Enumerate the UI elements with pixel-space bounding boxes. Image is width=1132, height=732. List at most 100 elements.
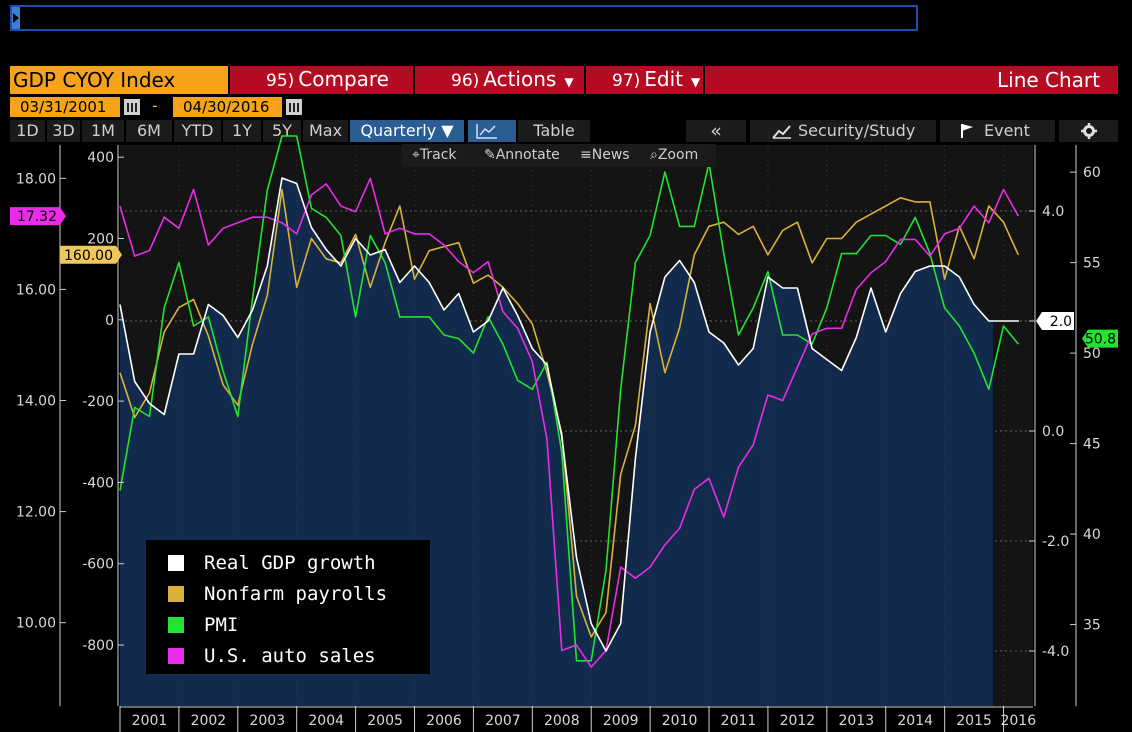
x-tick-label: 2005 — [367, 713, 403, 729]
y-tick-label: 400 — [87, 150, 114, 166]
line-chart-button[interactable] — [468, 120, 516, 142]
last-value-tag-text: 50.8 — [1085, 332, 1116, 348]
x-tick-label: 2010 — [662, 713, 698, 729]
last-value-tag-text: 160.00 — [64, 248, 113, 264]
period-max-button[interactable]: Max — [303, 120, 348, 142]
actions-menu-label: Actions — [483, 67, 557, 91]
last-value-tag: 50.8 — [1082, 329, 1118, 348]
series-line-pmi — [119, 135, 1019, 662]
calendar-icon[interactable] — [286, 99, 302, 115]
flag-icon — [961, 124, 973, 138]
security-study-button[interactable]: Security/Study — [750, 120, 936, 142]
x-tick-label: 2002 — [191, 713, 227, 729]
last-value-tag-bg — [10, 207, 66, 226]
title-separator — [584, 66, 586, 94]
legend-swatch — [168, 586, 184, 602]
date-separator: - — [152, 96, 158, 115]
back-icon[interactable]: « — [686, 120, 746, 142]
track-button[interactable]: ⌖ Track — [412, 144, 457, 167]
x-tick-label: 2006 — [426, 713, 462, 729]
calendar-icon[interactable] — [124, 99, 140, 115]
edit-menu-number: 97) — [612, 71, 641, 91]
y-tick-label: -2.0 — [1042, 534, 1069, 550]
last-value-tag-bg — [1036, 312, 1074, 330]
legend-swatch — [168, 555, 184, 571]
period-ytd-button[interactable]: YTD — [174, 120, 221, 142]
chevron-down-icon: ▼ — [564, 75, 574, 89]
x-tick-label: 2013 — [838, 713, 874, 729]
x-tick-label: 2016 — [1000, 713, 1036, 729]
x-tick-label: 2012 — [780, 713, 816, 729]
y-tick-label: 60 — [1083, 165, 1101, 181]
ticker-label[interactable]: GDP CYOY Index — [10, 66, 228, 94]
event-label: Event — [984, 121, 1030, 140]
last-value-tag-text: 2.0 — [1050, 314, 1072, 330]
y-tick-label: -200 — [82, 394, 114, 410]
news-button[interactable]: ≡ News — [580, 144, 630, 167]
toolbar: 1D 3D 1M 6M YTD 1Y 5Y Max Quarterly ▼ Ta… — [10, 120, 1118, 142]
zoom-button[interactable]: ⌕ Zoom — [650, 144, 698, 167]
y-tick-label: 12.00 — [16, 505, 56, 521]
y-tick-label: 35 — [1083, 618, 1101, 634]
line-chart-icon — [476, 124, 497, 139]
y-tick-label: -4.0 — [1042, 644, 1069, 660]
actions-menu-button[interactable]: 96) Actions ▼ — [451, 66, 574, 94]
legend-label: Real GDP growth — [204, 552, 376, 574]
period-1m-button[interactable]: 1M — [82, 120, 124, 142]
y-tick-label: 40 — [1083, 527, 1101, 543]
chart-legend: Real GDP growth Nonfarm payrolls PMI U.S… — [146, 540, 430, 674]
x-tick-label: 2008 — [544, 713, 580, 729]
legend-swatch — [168, 617, 184, 633]
y-tick-label: 4.0 — [1042, 204, 1064, 220]
x-tick-label: 2011 — [721, 713, 757, 729]
security-study-label: Security/Study — [798, 121, 916, 140]
series-line-u-s-auto-sales — [119, 177, 1019, 668]
y-tick-label: 45 — [1083, 437, 1101, 453]
end-date-field[interactable]: 04/30/2016 — [173, 97, 282, 117]
title-separator — [413, 66, 415, 94]
last-value-tag-bg — [60, 245, 122, 264]
compare-menu-button[interactable]: 95) Compare — [266, 66, 389, 94]
legend-label: U.S. auto sales — [204, 645, 376, 667]
last-value-tag-text: 17.32 — [17, 209, 57, 225]
event-button[interactable]: Event — [940, 120, 1055, 142]
legend-swatch — [168, 648, 184, 664]
x-tick-label: 2007 — [485, 713, 521, 729]
last-value-tag-bg — [1082, 329, 1118, 348]
news-label: News — [591, 147, 630, 163]
last-value-tag: 17.32 — [10, 207, 66, 226]
command-line-input[interactable] — [10, 5, 918, 31]
period-1d-button[interactable]: 1D — [10, 120, 45, 142]
annotate-button[interactable]: ✎ Annotate — [484, 144, 560, 167]
series-line-real-gdp-growth — [119, 177, 1020, 652]
period-6m-button[interactable]: 6M — [126, 120, 172, 142]
chart-tools-bar: ⌖ Track ✎ Annotate ≡ News ⌕ Zoom — [402, 144, 716, 167]
track-label: Track — [419, 147, 457, 163]
chevron-down-icon: ▼ — [691, 75, 701, 89]
study-chart-icon — [772, 125, 791, 139]
last-value-tag: 2.0 — [1036, 312, 1074, 330]
y-tick-label: 0.0 — [1042, 424, 1064, 440]
table-button[interactable]: Table — [518, 120, 590, 142]
frequency-dropdown[interactable]: Quarterly ▼ — [350, 120, 464, 142]
y-tick-label: 18.00 — [16, 171, 56, 187]
y-tick-label: 55 — [1083, 256, 1101, 272]
y-tick-label: 14.00 — [16, 394, 56, 410]
period-3d-button[interactable]: 3D — [47, 120, 80, 142]
y-tick-label: 50 — [1083, 346, 1101, 362]
y-tick-label: -600 — [82, 557, 114, 573]
title-separator — [703, 66, 705, 94]
period-1y-button[interactable]: 1Y — [223, 120, 261, 142]
title-separator — [228, 66, 230, 94]
start-date-field[interactable]: 03/31/2001 — [10, 97, 120, 117]
x-tick-label: 2014 — [897, 713, 933, 729]
settings-button[interactable] — [1059, 120, 1118, 142]
y-tick-label: 200 — [87, 232, 114, 248]
title-bar: GDP CYOY Index 95) Compare 96) Actions ▼ 97… — [10, 66, 1118, 94]
y-tick-label: -400 — [82, 475, 114, 491]
gear-icon — [1081, 123, 1097, 139]
x-tick-label: 2003 — [249, 713, 285, 729]
actions-menu-number: 96) — [451, 71, 480, 91]
last-value-tag: 160.00 — [60, 245, 122, 264]
edit-menu-button[interactable]: 97) Edit ▼ — [612, 66, 700, 94]
